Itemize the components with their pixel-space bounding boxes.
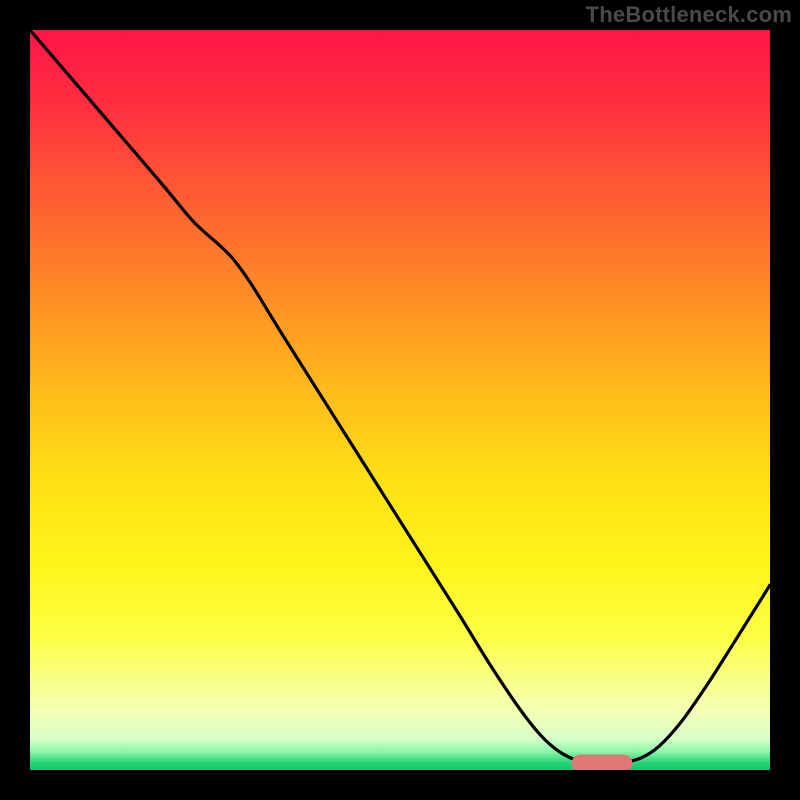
optimal-marker [572,754,633,770]
plot-area [30,30,770,770]
gradient-background [30,30,770,770]
watermark-text: TheBottleneck.com [586,2,792,28]
chart-container: TheBottleneck.com [0,0,800,800]
chart-svg [30,30,770,770]
